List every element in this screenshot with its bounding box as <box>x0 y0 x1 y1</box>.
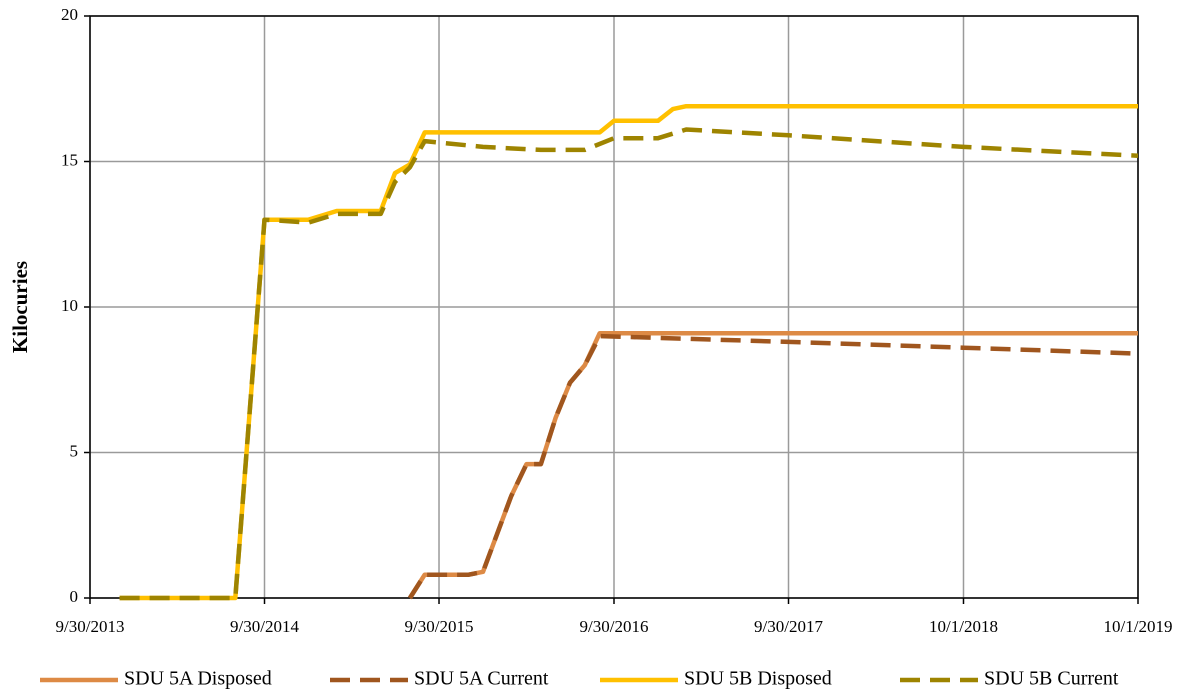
legend-label: SDU 5B Current <box>984 668 1119 690</box>
x-tick-label: 9/30/2017 <box>754 617 823 636</box>
x-tick-label: 9/30/2015 <box>405 617 474 636</box>
y-tick-label: 10 <box>61 296 78 315</box>
x-tick-label: 9/30/2016 <box>580 617 649 636</box>
x-tick-label: 9/30/2013 <box>56 617 125 636</box>
x-tick-label: 9/30/2014 <box>230 617 299 636</box>
x-tick-label: 10/1/2019 <box>1104 617 1173 636</box>
series-line <box>408 330 1138 600</box>
x-tick-label: 10/1/2018 <box>929 617 998 636</box>
y-tick-label: 20 <box>61 5 78 24</box>
plot-frame <box>89 15 1139 599</box>
y-tick-label: 5 <box>70 441 79 460</box>
series-line <box>408 333 1139 600</box>
y-axis-label: Kilocuries <box>8 261 32 353</box>
y-tick-label: 0 <box>70 587 79 606</box>
legend-label: SDU 5A Disposed <box>124 668 272 690</box>
series-line <box>119 127 1139 601</box>
legend-label: SDU 5B Disposed <box>684 668 832 690</box>
y-tick-label: 15 <box>61 150 78 169</box>
legend-label: SDU 5A Current <box>414 668 549 690</box>
series-line <box>119 103 1138 601</box>
